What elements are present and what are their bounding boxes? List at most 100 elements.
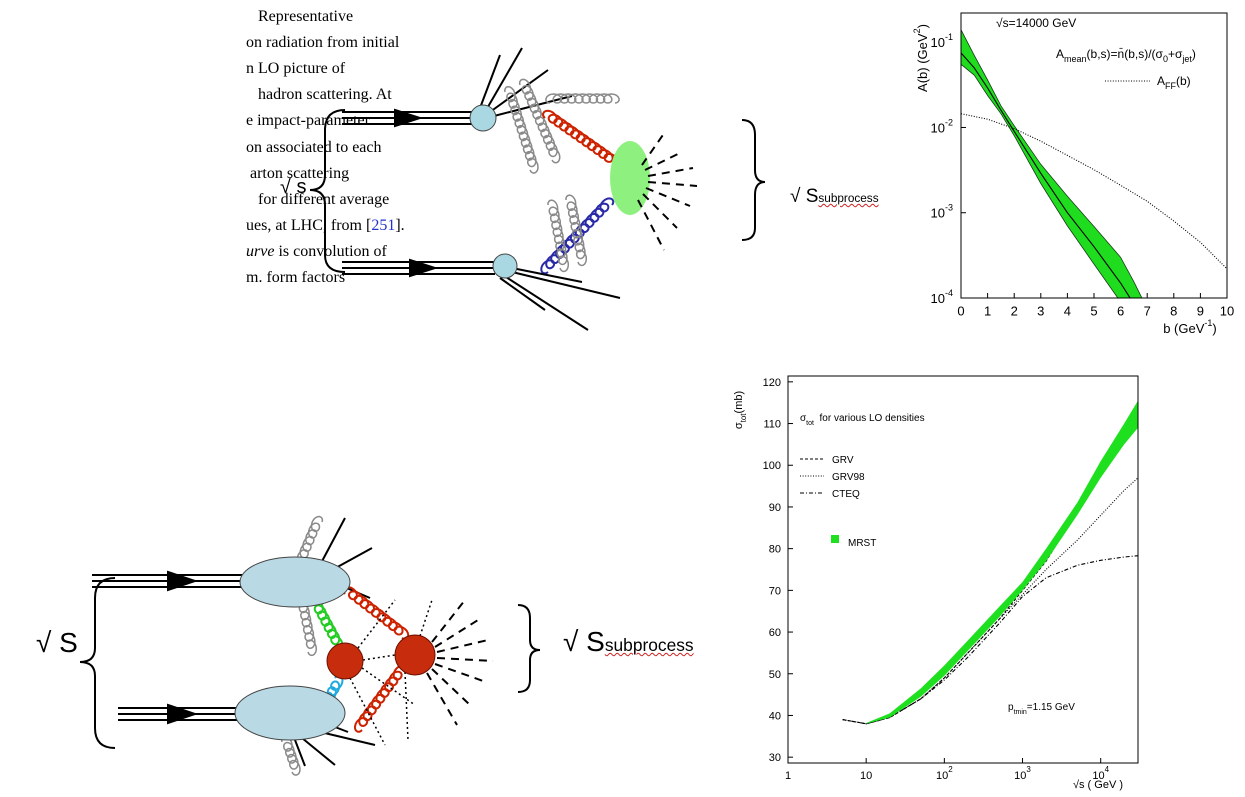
gluon (565, 194, 588, 267)
tick-base: 10 (931, 206, 945, 221)
caption-line: on radiation from initial (246, 33, 399, 53)
dotted-line (361, 667, 416, 706)
gluon (296, 515, 324, 566)
text-part: 251 (371, 216, 396, 234)
sqrt-s-subprocess-label: √ Ssubprocess (563, 626, 694, 658)
plot-frame (787, 375, 1139, 764)
tick-label: 10-3 (931, 203, 953, 221)
gluon (504, 85, 539, 174)
tick-label: 10 (860, 770, 872, 782)
tick-label: 6 (1117, 303, 1124, 318)
text-part: A (1056, 47, 1064, 61)
tick-label: 10-4 (931, 288, 953, 306)
tick-base: 10 (931, 120, 945, 135)
parton-line (484, 47, 523, 113)
text-part: √ (790, 186, 806, 207)
text-part: S (805, 186, 819, 207)
text-part: b (GeV (1163, 321, 1205, 336)
text-part: CTEQ (832, 489, 860, 500)
text-part: 2 (912, 28, 922, 33)
caption-line: m. form factors (246, 268, 345, 288)
caption-line: arton scattering (250, 164, 349, 184)
tick-label: 70 (769, 585, 781, 597)
tick-base: 10 (1014, 770, 1026, 782)
parton-line (505, 276, 589, 331)
text-part: Representative (258, 8, 354, 25)
text-part: ) (915, 24, 930, 28)
tick-base: 10 (936, 770, 948, 782)
legend-label: GRV (832, 455, 854, 466)
text-part: A (1157, 74, 1165, 88)
arrow (394, 108, 424, 128)
tick-exponent: 3 (1026, 765, 1031, 774)
tick-base: 10 (931, 35, 945, 50)
text-part: on radiation from initial (246, 34, 400, 52)
text-part: ) (1192, 47, 1196, 61)
jet-line (434, 619, 479, 648)
legend-swatch (831, 535, 839, 543)
parton-line (294, 739, 306, 767)
chart: 0 1 2 3 4 5 6 7 8 9 1010-410-310-210-1Amean(b,s)=n… (912, 12, 1234, 336)
legend-label: Amean(b,s)=n̄(b,s)/(σ0+σjet) (1056, 47, 1196, 64)
tick-label: 102 (936, 765, 953, 782)
tick-label: 3 (1037, 303, 1044, 318)
y-axis-label: σtot(mb) (733, 391, 748, 429)
jet-line (645, 187, 691, 207)
chart: 1 10 10210310430405060708090100110120GRVGR… (733, 375, 1139, 791)
subprocess-blob (610, 141, 650, 215)
vertex-blob (394, 634, 436, 676)
caption-line: for different average (258, 190, 389, 210)
tick-exponent: 4 (1105, 765, 1110, 774)
text-part: σ (800, 413, 807, 424)
text-part: σ (733, 422, 745, 429)
tick-exponent: 2 (948, 765, 953, 774)
text-part: urve (246, 242, 275, 260)
tick-label: 10-1 (931, 32, 953, 50)
y-axis-label: A(b) (GeV2) (912, 24, 930, 92)
text-part: FF (1165, 81, 1176, 91)
legend-label: GRV98 (832, 472, 865, 483)
tick-base: 10 (931, 291, 945, 306)
gluon (547, 199, 570, 273)
text-part: S (586, 626, 605, 657)
parton-line (479, 54, 501, 109)
brace (741, 119, 766, 241)
line (842, 423, 1138, 725)
text-part: ]. (395, 216, 405, 234)
dotted-line (362, 654, 396, 661)
text-part: ues, at LHC, from [ (246, 216, 372, 234)
parton-line (511, 271, 621, 299)
tick-label: 60 (769, 627, 781, 639)
text-part: arton scattering (250, 164, 350, 182)
sqrt-s-label: √ s (280, 176, 307, 199)
text-part: n LO picture of (246, 60, 346, 78)
tick-label: 103 (1014, 765, 1031, 782)
sqrt-s-subprocess-label: √ Ssubprocess (790, 186, 879, 208)
line (961, 52, 1131, 298)
jet-line (434, 663, 487, 683)
diagram-top (309, 47, 766, 331)
tick-label: 1 (785, 770, 791, 782)
text-part: mean (1064, 54, 1087, 64)
jet-line (637, 199, 665, 251)
parton-line (319, 517, 346, 566)
dotted-line (404, 671, 409, 741)
x-axis-label: b (GeV-1) (1163, 318, 1217, 336)
tick-label: 4 (1064, 303, 1071, 318)
tick-exponent: -4 (945, 288, 953, 298)
text-part: √ S (36, 627, 78, 658)
tick-label: 40 (769, 710, 781, 722)
tick-label: 8 (1170, 303, 1177, 318)
tick-exponent: -3 (945, 203, 953, 213)
jet-line (647, 181, 698, 187)
hadron-blob (234, 685, 346, 741)
hadron-blob (469, 104, 497, 132)
caption-line: n LO picture of (246, 59, 345, 79)
line (842, 477, 1138, 725)
legend-label: CTEQ (832, 489, 860, 500)
arrow (409, 258, 439, 278)
tick-label: 5 (1090, 303, 1097, 318)
parton-line (511, 267, 583, 283)
text-part: √s=14000 GeV (996, 16, 1076, 30)
